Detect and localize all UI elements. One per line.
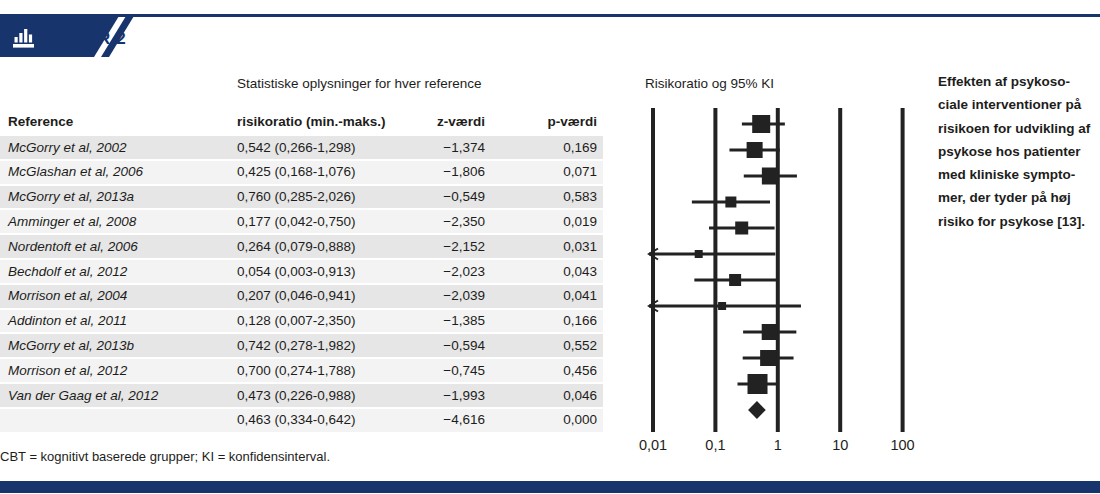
cell-p-vaerdi: 0,041	[485, 289, 597, 303]
cell-risikoratio: 0,128 (0,007-2,350)	[237, 314, 422, 328]
cell-reference: Nordentoft et al, 2006	[0, 240, 237, 254]
cell-risikoratio: 0,425 (0,168-1,076)	[237, 165, 422, 179]
column-header-p: p-værdi	[485, 115, 597, 129]
cell-risikoratio: 0,463 (0,334-0,642)	[237, 413, 422, 427]
point-estimate-square	[725, 197, 736, 208]
cell-p-vaerdi: 0,456	[485, 364, 597, 378]
cell-reference: McGlashan et al, 2006	[0, 165, 237, 179]
cell-reference: McGorry et al, 2002	[0, 141, 237, 155]
cell-z-vaerdi: −1,993	[422, 389, 485, 403]
cell-reference: Amminger et al, 2008	[0, 215, 237, 229]
point-estimate-square	[747, 142, 763, 158]
cell-reference: McGorry et al, 2013a	[0, 190, 237, 204]
cell-z-vaerdi: −2,023	[422, 265, 485, 279]
cell-risikoratio: 0,177 (0,042-0,750)	[237, 215, 422, 229]
table-row: Morrison et al, 20120,700 (0,274-1,788)−…	[0, 359, 603, 384]
table-row: Van der Gaag et al, 20120,473 (0,226-0,9…	[0, 384, 603, 409]
plot-title: Risikoratio og 95% KI	[645, 76, 774, 91]
cell-z-vaerdi: −1,385	[422, 314, 485, 328]
x-axis-tick-label: 10	[832, 437, 848, 453]
table-row: McGorry et al, 2013a0,760 (0,285-2,026)−…	[0, 186, 603, 211]
bottom-rule	[0, 481, 1100, 493]
x-axis-tick-label: 100	[890, 437, 914, 453]
point-estimate-square	[752, 115, 770, 133]
point-estimate-square	[762, 324, 778, 340]
table-row: Amminger et al, 20080,177 (0,042-0,750)−…	[0, 210, 603, 235]
table-row: 0,463 (0,334-0,642)−4,6160,000	[0, 409, 603, 434]
figure-title: FIGUR 2	[55, 29, 126, 49]
cell-reference: Morrison et al, 2004	[0, 289, 237, 303]
caption-line: psykose hos patienter	[938, 140, 1098, 163]
x-axis-tick-label: 0,01	[639, 437, 667, 453]
cell-z-vaerdi: −1,374	[422, 141, 485, 155]
top-rule	[0, 14, 1100, 17]
forest-plot: 0,01 0,1 1 10 100	[620, 100, 920, 465]
cell-z-vaerdi: −2,152	[422, 240, 485, 254]
cell-risikoratio: 0,207 (0,046-0,941)	[237, 289, 422, 303]
cell-risikoratio: 0,760 (0,285-2,026)	[237, 190, 422, 204]
cell-z-vaerdi: −0,549	[422, 190, 485, 204]
table-row: Morrison et al, 20040,207 (0,046-0,941)−…	[0, 285, 603, 310]
cell-risikoratio: 0,542 (0,266-1,298)	[237, 141, 422, 155]
caption-line: Effekten af psykoso-	[938, 70, 1098, 93]
footnote: CBT = kognitivt baserede grupper; KI = k…	[0, 449, 330, 464]
point-estimate-square	[762, 168, 779, 185]
cell-reference: Morrison et al, 2012	[0, 364, 237, 378]
point-estimate-square	[695, 250, 703, 258]
point-estimate-square	[735, 222, 748, 235]
x-axis-tick-label: 0,1	[705, 437, 725, 453]
column-header-z: z-værdi	[422, 115, 485, 129]
cell-p-vaerdi: 0,046	[485, 389, 597, 403]
cell-risikoratio: 0,700 (0,274-1,788)	[237, 364, 422, 378]
table-row: McGlashan et al, 20060,425 (0,168-1,076)…	[0, 161, 603, 186]
cell-p-vaerdi: 0,552	[485, 339, 597, 353]
cell-risikoratio: 0,264 (0,079-0,888)	[237, 240, 422, 254]
caption-line: ciale interventioner på	[938, 93, 1098, 116]
column-header-reference: Reference	[0, 115, 237, 129]
cell-p-vaerdi: 0,169	[485, 141, 597, 155]
table-row: Bechdolf et al, 20120,054 (0,003-0,913)−…	[0, 260, 603, 285]
table-row: Addinton et al, 20110,128 (0,007-2,350)−…	[0, 310, 603, 335]
table-row: McGorry et al, 2013b0,742 (0,278-1,982)−…	[0, 334, 603, 359]
cell-z-vaerdi: −0,594	[422, 339, 485, 353]
cell-z-vaerdi: −2,350	[422, 215, 485, 229]
cell-reference: Bechdolf et al, 2012	[0, 265, 237, 279]
cell-risikoratio: 0,473 (0,226-0,988)	[237, 389, 422, 403]
statistics-table: McGorry et al, 20020,542 (0,266-1,298)−1…	[0, 136, 603, 434]
cell-z-vaerdi: −1,806	[422, 165, 485, 179]
cell-z-vaerdi: −4,616	[422, 413, 485, 427]
cell-risikoratio: 0,054 (0,003-0,913)	[237, 265, 422, 279]
point-estimate-square	[748, 374, 768, 394]
cell-z-vaerdi: −0,745	[422, 364, 485, 378]
point-estimate-square	[760, 350, 776, 366]
table-row: Nordentoft et al, 20060,264 (0,079-0,888…	[0, 235, 603, 260]
caption-line: risiko for psykose [13].	[938, 210, 1098, 233]
cell-p-vaerdi: 0,043	[485, 265, 597, 279]
point-estimate-square	[718, 302, 726, 310]
cell-p-vaerdi: 0,031	[485, 240, 597, 254]
table-row: McGorry et al, 20020,542 (0,266-1,298)−1…	[0, 136, 603, 161]
cell-p-vaerdi: 0,019	[485, 215, 597, 229]
cell-p-vaerdi: 0,166	[485, 314, 597, 328]
caption-line: risikoen for udvikling af	[938, 117, 1098, 140]
cell-z-vaerdi: −2,039	[422, 289, 485, 303]
figure-caption: Effekten af psykoso- ciale interventione…	[938, 70, 1098, 233]
cell-p-vaerdi: 0,071	[485, 165, 597, 179]
caption-line: med kliniske sympto-	[938, 163, 1098, 186]
point-estimate-square	[729, 274, 741, 286]
cell-reference: Addinton et al, 2011	[0, 314, 237, 328]
stats-section-header: Statistiske oplysninger for hver referen…	[237, 76, 482, 91]
x-axis-tick-label: 1	[774, 437, 782, 453]
cell-p-vaerdi: 0,000	[485, 413, 597, 427]
summary-diamond	[748, 401, 766, 419]
column-header-risikoratio: risikoratio (min.-maks.)	[237, 115, 422, 129]
cell-risikoratio: 0,742 (0,278-1,982)	[237, 339, 422, 353]
table-column-headers: Reference risikoratio (min.-maks.) z-vær…	[0, 110, 603, 134]
cell-reference: McGorry et al, 2013b	[0, 339, 237, 353]
cell-p-vaerdi: 0,583	[485, 190, 597, 204]
caption-line: mer, der tyder på høj	[938, 186, 1098, 209]
cell-reference: Van der Gaag et al, 2012	[0, 389, 237, 403]
